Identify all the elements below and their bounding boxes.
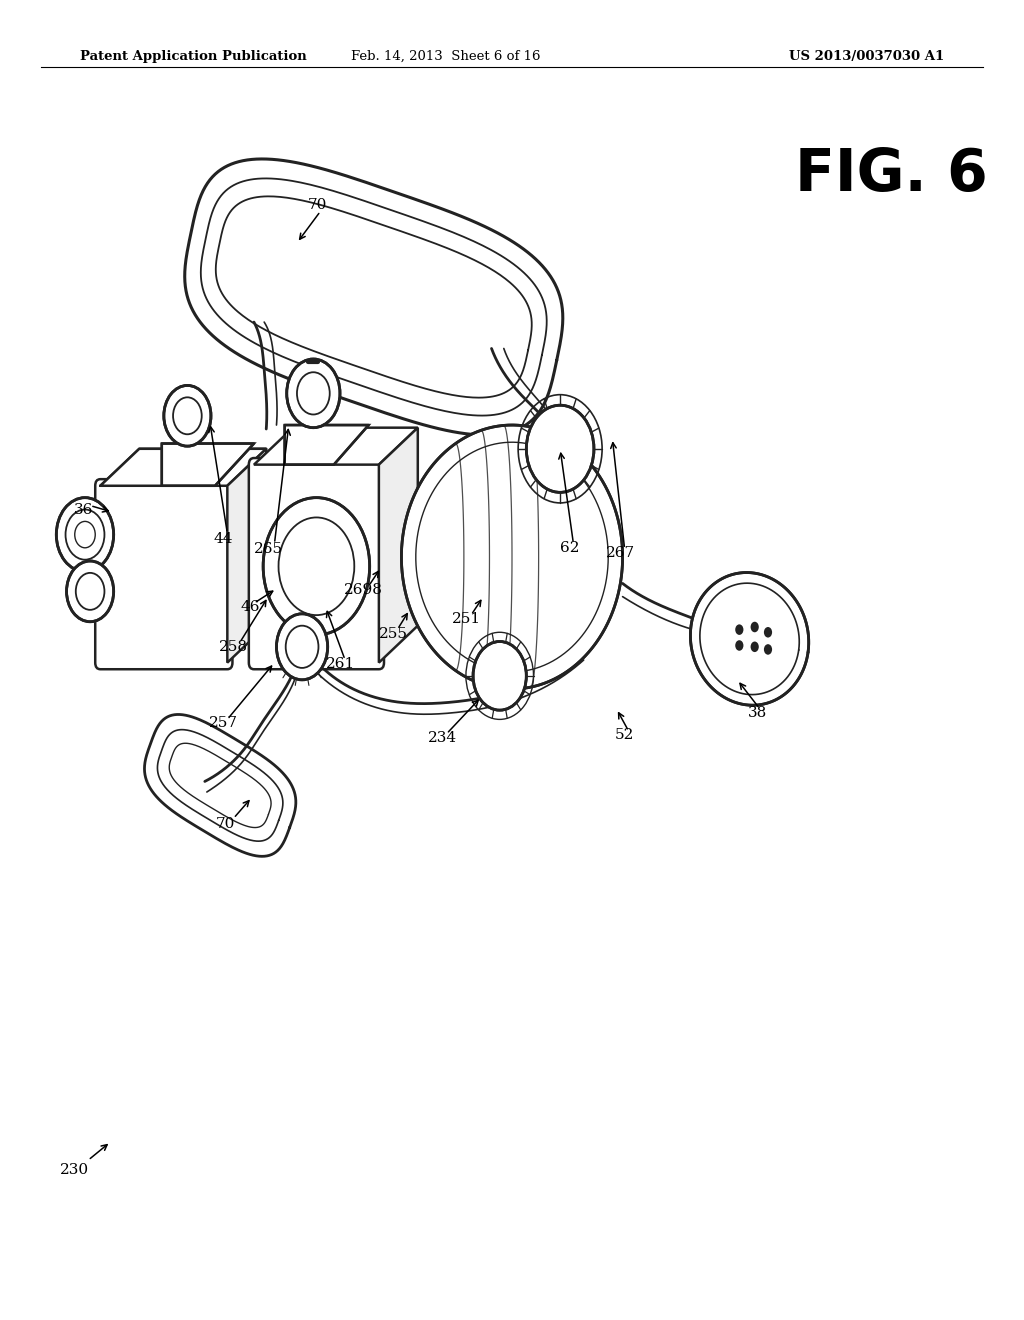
Circle shape <box>751 642 759 652</box>
Text: 2698: 2698 <box>344 583 383 597</box>
Text: 261: 261 <box>327 657 355 671</box>
Text: 46: 46 <box>240 601 260 614</box>
Polygon shape <box>401 425 623 689</box>
Text: 70: 70 <box>216 817 234 830</box>
Polygon shape <box>100 449 266 486</box>
Text: 70: 70 <box>308 198 327 211</box>
Text: 251: 251 <box>453 612 481 626</box>
Text: 52: 52 <box>615 729 634 742</box>
Text: 62: 62 <box>559 541 580 554</box>
Text: 267: 267 <box>606 546 635 560</box>
Text: 258: 258 <box>219 640 248 653</box>
Circle shape <box>764 627 772 638</box>
Circle shape <box>287 359 340 428</box>
Text: 234: 234 <box>428 731 457 744</box>
Circle shape <box>56 498 114 572</box>
Circle shape <box>735 624 743 635</box>
Text: 36: 36 <box>75 503 93 516</box>
Text: US 2013/0037030 A1: US 2013/0037030 A1 <box>788 50 944 62</box>
Text: 257: 257 <box>209 717 238 730</box>
Circle shape <box>473 642 526 710</box>
Circle shape <box>764 644 772 655</box>
Circle shape <box>263 498 370 635</box>
Text: Patent Application Publication: Patent Application Publication <box>80 50 306 62</box>
Circle shape <box>526 405 594 492</box>
Circle shape <box>751 622 759 632</box>
Polygon shape <box>227 449 266 663</box>
Polygon shape <box>254 428 418 465</box>
Circle shape <box>164 385 211 446</box>
Text: 44: 44 <box>213 532 233 545</box>
Circle shape <box>735 640 743 651</box>
Polygon shape <box>162 444 254 486</box>
Text: Feb. 14, 2013  Sheet 6 of 16: Feb. 14, 2013 Sheet 6 of 16 <box>350 50 541 62</box>
Polygon shape <box>379 428 418 663</box>
Circle shape <box>67 561 114 622</box>
Text: FIG. 6: FIG. 6 <box>795 145 987 203</box>
Text: 255: 255 <box>379 627 408 640</box>
Circle shape <box>276 614 328 680</box>
FancyBboxPatch shape <box>95 479 232 669</box>
Text: 38: 38 <box>749 706 767 719</box>
Text: 265: 265 <box>254 543 283 556</box>
Polygon shape <box>690 573 809 705</box>
Polygon shape <box>285 425 369 465</box>
FancyBboxPatch shape <box>249 458 384 669</box>
Text: 230: 230 <box>60 1163 89 1176</box>
